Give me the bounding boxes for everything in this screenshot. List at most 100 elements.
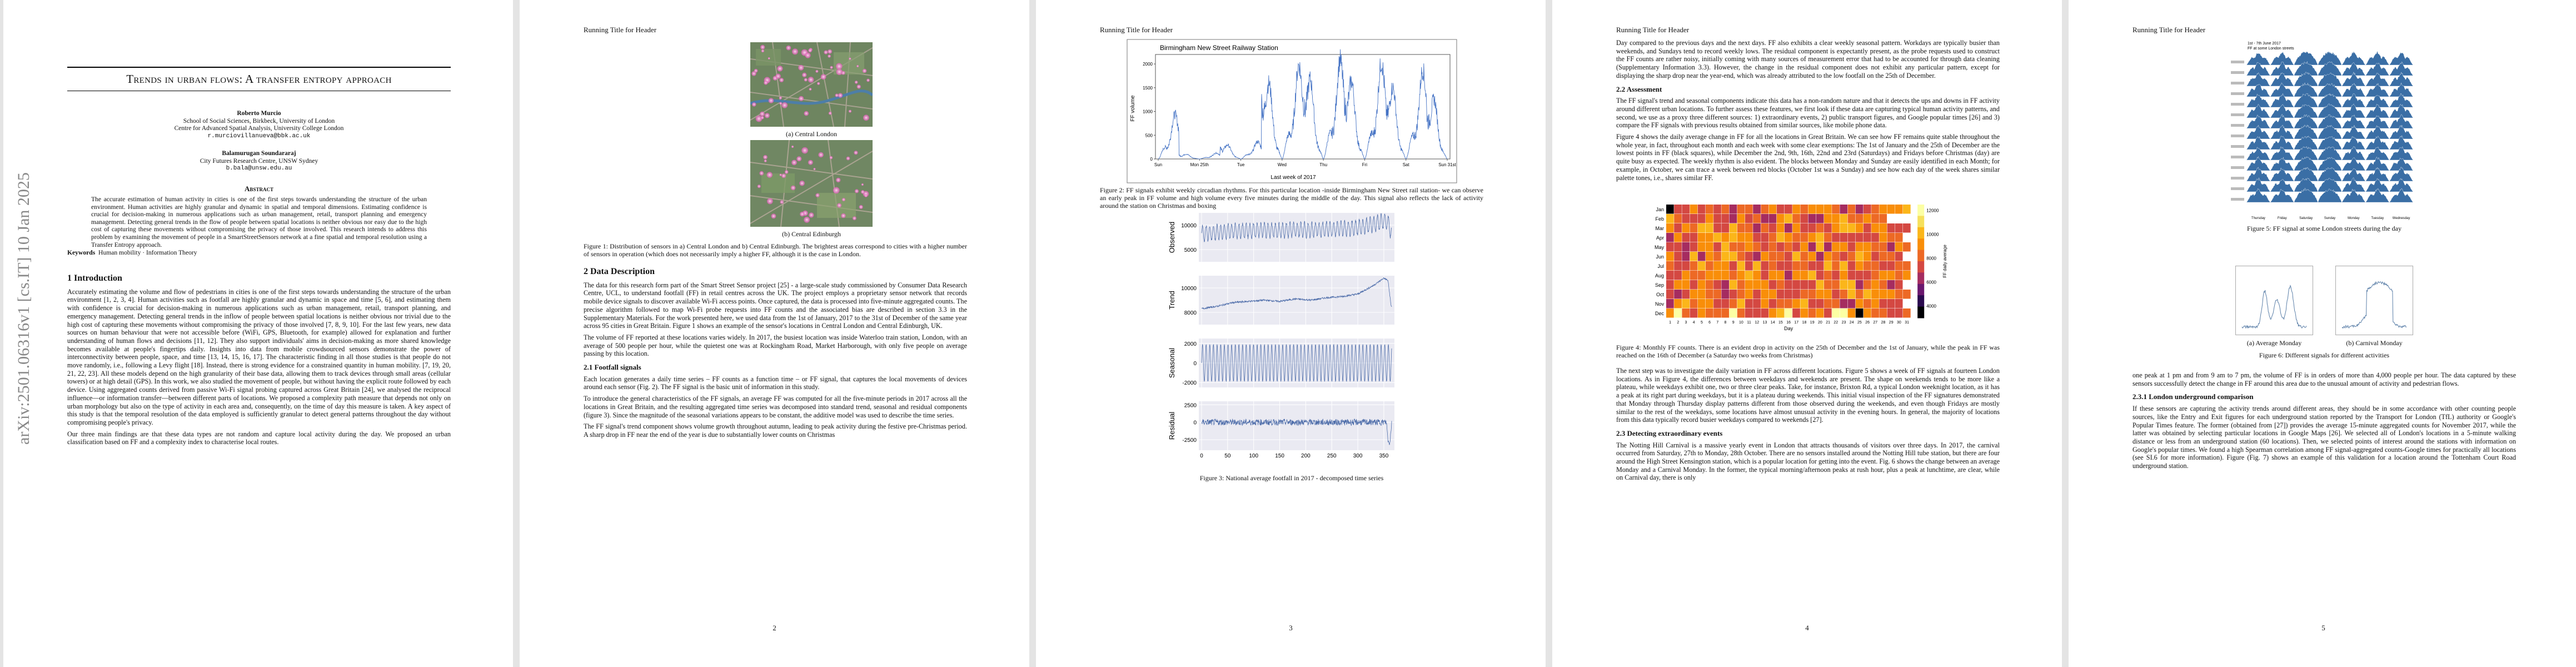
heatmap-cell (1674, 271, 1682, 280)
colorbar-segment (1917, 306, 1925, 318)
sensor-dot (817, 82, 820, 85)
colorbar-segment (1917, 250, 1925, 262)
heatmap-cell (1832, 233, 1840, 242)
panel-background (1199, 213, 1394, 262)
heatmap-cell (1785, 299, 1792, 308)
heatmap-cell (1808, 242, 1816, 252)
heatmap-cell (1761, 290, 1769, 299)
heatmap-cell (1832, 242, 1840, 252)
colorbar-segment (1917, 205, 1925, 216)
heatmap-cell (1721, 233, 1730, 242)
heatmap-cell (1682, 242, 1690, 252)
heatmap-cell (1768, 280, 1777, 290)
ridge-area (2246, 156, 2414, 171)
author-affiliation: Centre for Advanced Spatial Analysis, Un… (174, 125, 344, 132)
heatmap-cell (1816, 261, 1824, 271)
heatmap-cell (1887, 233, 1895, 242)
heatmap-cell (1737, 290, 1745, 299)
day-label: 3 (1685, 321, 1687, 325)
heatmap-cell (1761, 252, 1769, 261)
sensor-dot (815, 193, 820, 197)
sensor-dot (809, 212, 814, 218)
heatmap-cell (1697, 280, 1706, 290)
heatmap-cell (1706, 205, 1713, 214)
y-tick-label: 2500 (1184, 402, 1197, 409)
sensor-dot (861, 183, 864, 186)
heatmap-cell (1840, 280, 1848, 290)
day-label: 14 (1771, 321, 1775, 325)
author-email[interactable]: b.bala@unsw.edu.au (226, 165, 292, 172)
y-tick-label: 0 (1193, 361, 1197, 367)
sensor-dot (790, 185, 796, 191)
sensor-dot (820, 74, 826, 80)
heatmap-cell (1776, 205, 1785, 214)
heatmap-cell (1847, 308, 1856, 318)
x-tick-label: Sun (1154, 162, 1162, 167)
sensor-dot (751, 71, 756, 76)
heatmap-cell (1792, 271, 1800, 280)
heatmap-cell (1808, 271, 1816, 280)
sensor-dot (848, 109, 852, 113)
heatmap-cell (1879, 205, 1887, 214)
x-tick-label: Saturday (2299, 217, 2313, 220)
row-label-placeholder (2231, 198, 2244, 201)
heatmap-cell (1840, 223, 1848, 233)
ridge-area (2246, 82, 2414, 97)
sensor-dot (824, 50, 828, 54)
heatmap-cell (1713, 233, 1721, 242)
heatmap-cell (1895, 299, 1903, 308)
heatmap-cell (1895, 233, 1903, 242)
heatmap-cell (1855, 205, 1864, 214)
heatmap-cell (1785, 233, 1792, 242)
sensor-dot (767, 198, 773, 205)
ridge-area (2246, 167, 2414, 182)
heatmap-cell (1666, 214, 1674, 223)
author-email[interactable]: r.murciovillanueva@bbk.ac.uk (207, 132, 311, 140)
heatmap-cell (1690, 252, 1698, 261)
heatmap-cell (1721, 299, 1730, 308)
heatmap-cell (1879, 299, 1887, 308)
heatmap-cell (1855, 233, 1864, 242)
sensor-dot (841, 198, 846, 202)
y-tick-label: 1000 (1143, 109, 1153, 115)
heatmap-cell (1864, 280, 1871, 290)
heatmap-cell (1855, 290, 1864, 299)
heatmap-cell (1840, 261, 1848, 271)
heatmap-cell (1785, 205, 1792, 214)
day-label: 23 (1842, 321, 1846, 325)
heatmap-cell (1745, 299, 1753, 308)
sensor-dot (799, 96, 804, 101)
day-label: 18 (1802, 321, 1807, 325)
heatmap-cell (1871, 290, 1879, 299)
sensor-dot (828, 49, 833, 54)
heatmap-cell (1832, 205, 1840, 214)
heatmap-cell (1729, 308, 1737, 318)
sensor-dot (864, 194, 868, 197)
heatmap-cell (1879, 290, 1887, 299)
day-label: 10 (1739, 321, 1743, 325)
month-label: Jun (1656, 254, 1664, 260)
colorbar-tick-label: 4000 (1926, 304, 1936, 309)
x-tick-label: 350 (1379, 453, 1389, 459)
heatmap-cell (1840, 271, 1848, 280)
heatmap-cell (1721, 214, 1730, 223)
heatmap-cell (1761, 271, 1769, 280)
abstract-heading: Abstract (245, 185, 273, 193)
heatmap-cell (1713, 308, 1721, 318)
x-tick-label: Sun 31st (1438, 162, 1456, 167)
page-4: Running Title for Header Day compared to… (1552, 0, 2062, 667)
sensor-dot (791, 145, 794, 148)
sensor-dot (764, 160, 767, 162)
sensor-dot (760, 44, 765, 49)
ridge-area (2246, 103, 2414, 118)
paragraph: The Notting Hill Carnival is a massive y… (1616, 441, 2000, 482)
sensor-dot (779, 96, 782, 99)
x-axis-label: Day (1784, 326, 1793, 331)
heatmap-cell (1666, 242, 1674, 252)
day-label: 8 (1725, 321, 1727, 325)
colorbar-segment (1917, 238, 1925, 251)
heatmap-cell (1674, 214, 1682, 223)
heatmap-cell (1785, 223, 1792, 233)
heatmap-cell (1721, 271, 1730, 280)
heatmap-cell (1745, 214, 1753, 223)
